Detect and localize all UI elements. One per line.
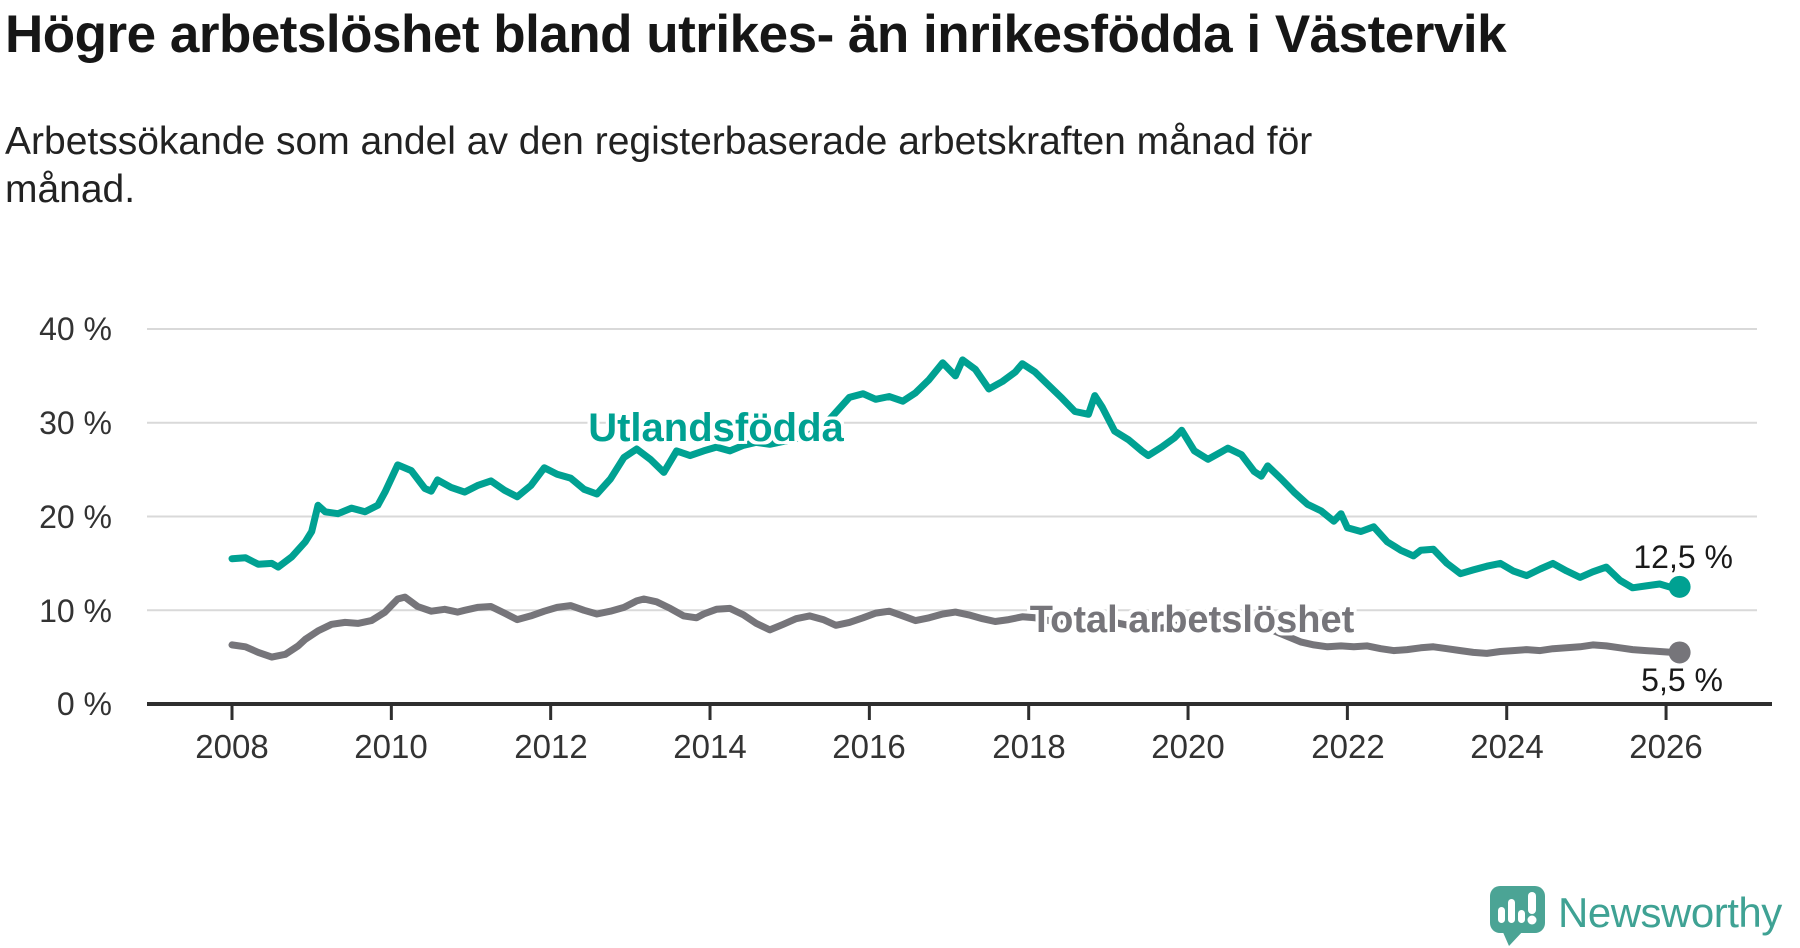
x-tick-2014: 2014: [673, 728, 747, 765]
y-tick-30: 30 %: [39, 405, 112, 441]
x-tick-2012: 2012: [514, 728, 588, 765]
x-tick-2010: 2010: [354, 728, 428, 765]
end-value-utlandsfodda: 12,5 %: [1633, 539, 1733, 575]
y-tick-20: 20 %: [39, 499, 112, 535]
x-tick-2022: 2022: [1311, 728, 1385, 765]
series-line-utlandsfodda: [228, 356, 1684, 592]
y-tick-10: 10 %: [39, 593, 112, 629]
x-tick-2016: 2016: [832, 728, 906, 765]
series-label-total-arbetsloshet: Total arbetslöshet: [1029, 599, 1355, 641]
newsworthy-bubble-chart-icon: [1490, 886, 1545, 946]
series-end-dot-total-arbetsloshet: [1668, 641, 1691, 664]
page-title: Högre arbetslöshet bland utrikes- än inr…: [5, 5, 1507, 64]
y-tick-40: 40 %: [39, 311, 112, 347]
x-tick-2008: 2008: [195, 728, 269, 765]
chart-subtitle: Arbetssökande som andel av den registerb…: [5, 118, 1705, 214]
series-end-dot-utlandsfodda: [1668, 575, 1691, 598]
x-tick-2026: 2026: [1629, 728, 1703, 765]
newsworthy-logo: Newsworthy: [1490, 886, 1782, 948]
chart-subtitle-line2: månad.: [5, 168, 136, 211]
chart-subtitle-line1: Arbetssökande som andel av den registerb…: [5, 120, 1313, 163]
series-label-utlandsfodda: Utlandsfödda: [588, 406, 844, 450]
x-tick-2018: 2018: [992, 728, 1066, 765]
end-value-total-arbetsloshet: 5,5 %: [1641, 662, 1723, 698]
newsworthy-wordmark: Newsworthy: [1558, 889, 1782, 936]
series-line-total-arbetsloshet: [228, 593, 1684, 661]
x-tick-2024: 2024: [1470, 728, 1544, 765]
x-tick-2020: 2020: [1151, 728, 1225, 765]
y-tick-0: 0 %: [56, 686, 112, 722]
